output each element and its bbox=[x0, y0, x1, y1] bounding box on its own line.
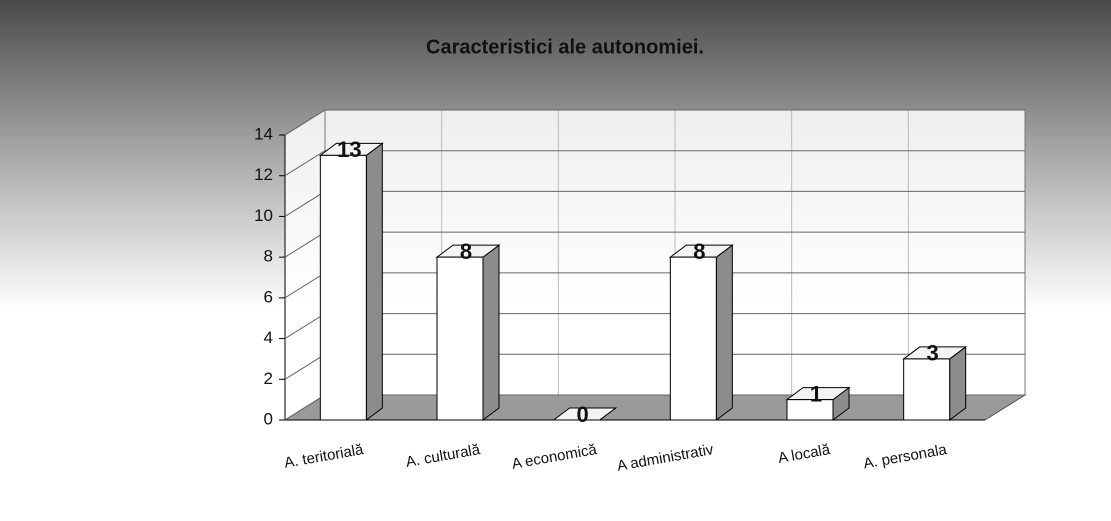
grid-line bbox=[284, 109, 1025, 136]
side-wall bbox=[284, 109, 326, 421]
y-tick-label: 10 bbox=[254, 206, 273, 225]
y-tick-label: 4 bbox=[264, 328, 273, 347]
y-tick-label: 14 bbox=[254, 124, 273, 143]
value-label: 8 bbox=[460, 239, 472, 264]
grid-line bbox=[284, 150, 1025, 177]
bar bbox=[436, 256, 484, 421]
bar-side bbox=[365, 142, 383, 421]
bar bbox=[903, 358, 951, 421]
bar bbox=[319, 154, 367, 421]
y-tick-label: 0 bbox=[264, 409, 273, 428]
value-label: 0 bbox=[577, 402, 589, 427]
y-tick-label: 8 bbox=[264, 247, 273, 266]
bar bbox=[669, 256, 717, 421]
y-tick-label: 6 bbox=[264, 287, 273, 306]
value-label: 8 bbox=[693, 239, 705, 264]
bar-side bbox=[715, 244, 733, 421]
chart-title: Caracteristici ale autonomiei. bbox=[426, 36, 704, 58]
bar-side bbox=[949, 345, 967, 421]
value-label: 1 bbox=[810, 381, 822, 406]
value-label: 13 bbox=[337, 137, 361, 162]
value-label: 3 bbox=[927, 341, 939, 366]
y-tick-label: 12 bbox=[254, 165, 273, 184]
y-tick-label: 2 bbox=[264, 369, 273, 388]
bar-side bbox=[482, 244, 500, 421]
bar-top bbox=[552, 407, 618, 421]
bar bbox=[786, 399, 834, 421]
